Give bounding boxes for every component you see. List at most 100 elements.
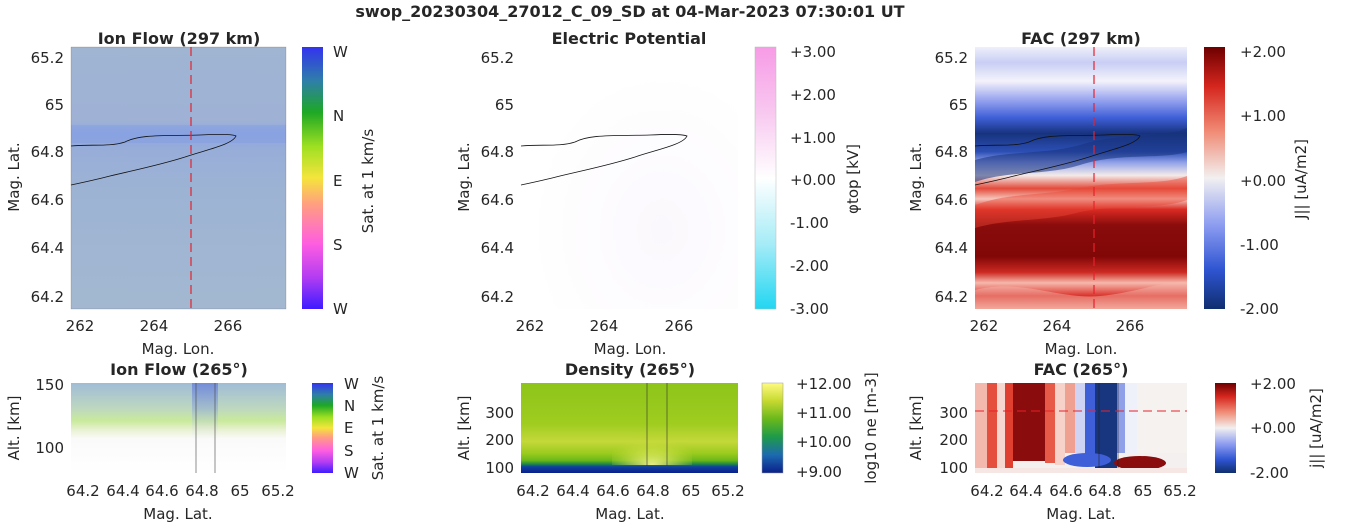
tick-label: 64.2 [516, 482, 549, 500]
x-ticks: 262 264 266 [516, 317, 694, 335]
tick-label: +1.00 [790, 129, 836, 147]
tick-label: 65.2 [481, 49, 514, 67]
y-axis-label: Alt. [km] [907, 396, 925, 461]
panel-fac-265: FAC (265°) 300 200 100 [907, 360, 1325, 523]
figure-title: swop_20230304_27012_C_09_SD at 04-Mar-20… [355, 2, 904, 21]
x-axis-label: Mag. Lon. [142, 340, 215, 358]
tick-label: -1.00 [790, 214, 829, 232]
y-axis-label: Mag. Lat. [5, 142, 23, 211]
tick-label: 64.6 [935, 191, 968, 209]
panel-title: Ion Flow (297 km) [98, 29, 261, 48]
panel-ion-flow-297: Ion Flow (297 km) 65.2 65 64.8 64.6 64.4… [5, 29, 377, 358]
colorbar [1215, 383, 1236, 473]
colorbar [754, 46, 777, 310]
x-axis-label: Mag. Lat. [143, 505, 212, 523]
y-ticks: 150 100 [35, 376, 64, 457]
tick-label: 64.2 [970, 482, 1003, 500]
colorbar-ticks: +3.00 +2.00 +1.00 +0.00 -1.00 -2.00 -3.0… [790, 43, 836, 318]
tick-label: 266 [214, 317, 243, 335]
colorbar-ticks: W N E S W [344, 375, 359, 482]
colorbar-ticks: +12.00 +11.00 +10.00 +9.00 [796, 375, 852, 481]
tick-label: +11.00 [796, 404, 852, 422]
tick-label: 65.2 [31, 49, 64, 67]
tick-label: 64.2 [481, 288, 514, 306]
x-ticks: 64.2 64.4 64.6 64.8 65 65.2 [66, 482, 294, 500]
tick-label: 64.6 [145, 482, 178, 500]
tick-label: W [333, 43, 348, 61]
tick-label: E [344, 419, 353, 437]
tick-label: 64.8 [636, 482, 669, 500]
colorbar [302, 47, 323, 309]
x-axis-label: Mag. Lat. [1046, 505, 1115, 523]
tick-label: +0.00 [790, 171, 836, 189]
panel-title: FAC (297 km) [1021, 29, 1141, 48]
tick-label: 64.6 [481, 191, 514, 209]
tick-label: 65.2 [1163, 482, 1196, 500]
colorbar-label: J|| [uA/m2] [1292, 139, 1310, 220]
boundary-contour [520, 133, 688, 186]
tick-label: E [333, 172, 342, 190]
tick-label: 264 [1043, 317, 1072, 335]
tick-label: 65 [230, 482, 249, 500]
panel-title: Electric Potential [552, 29, 707, 48]
tick-label: +0.00 [1250, 419, 1296, 437]
tick-label: 200 [485, 431, 514, 449]
tick-label: 65 [681, 482, 700, 500]
tick-label: 65.2 [711, 482, 744, 500]
y-ticks: 65.2 65 64.8 64.6 64.4 64.2 [31, 49, 64, 306]
tick-label: +2.00 [1240, 43, 1286, 61]
tick-label: 65 [1133, 482, 1152, 500]
boundary-contour [974, 133, 1141, 186]
tick-label: 300 [485, 404, 514, 422]
colorbar-label: Sat. at 1 km/s [369, 376, 387, 481]
y-axis-label: Mag. Lat. [907, 142, 925, 211]
tick-label: 65 [45, 96, 64, 114]
y-ticks: 65.2 65 64.8 64.6 64.4 64.2 [935, 49, 968, 306]
tick-label: 64.8 [935, 143, 968, 161]
tick-label: 64.6 [596, 482, 629, 500]
tick-label: +2.00 [1250, 375, 1296, 393]
y-ticks: 300 200 100 [939, 404, 968, 477]
x-axis-label: Mag. Lon. [1045, 340, 1118, 358]
colorbar-label: log10 ne [m-3] [862, 372, 880, 484]
tick-label: 100 [485, 459, 514, 477]
tick-label: 266 [1116, 317, 1145, 335]
tick-label: 64.6 [1049, 482, 1082, 500]
y-axis-label: Alt. [km] [455, 396, 473, 461]
tick-label: 262 [516, 317, 545, 335]
panel-title: Ion Flow (265°) [110, 360, 248, 379]
colorbar-label: φtop [kV] [844, 144, 862, 214]
tick-label: S [344, 442, 354, 460]
tick-label: 64.2 [31, 288, 64, 306]
tick-label: 65 [495, 96, 514, 114]
tick-label: 64.2 [66, 482, 99, 500]
tick-label: W [344, 464, 359, 482]
panel-title: FAC (265°) [1034, 360, 1129, 379]
tick-label: -2.00 [1250, 464, 1289, 482]
tick-label: 262 [66, 317, 95, 335]
y-ticks: 300 200 100 [485, 404, 514, 477]
heatmap-electric-potential [521, 47, 738, 309]
colorbar [312, 383, 333, 473]
heatmap-ion-flow-297 [71, 47, 286, 309]
colorbar [1204, 47, 1225, 309]
tick-label: 64.4 [481, 239, 514, 257]
tick-label: 150 [35, 376, 64, 394]
tick-label: 200 [939, 431, 968, 449]
tick-label: +2.00 [790, 86, 836, 104]
y-axis-label: Alt. [km] [5, 396, 23, 461]
tick-label: 264 [590, 317, 619, 335]
tick-label: W [344, 375, 359, 393]
tick-label: 64.4 [935, 239, 968, 257]
tick-label: 64.4 [106, 482, 139, 500]
tick-label: 64.6 [31, 191, 64, 209]
tick-label: 65 [949, 96, 968, 114]
tick-label: 64.8 [185, 482, 218, 500]
tick-label: 64.2 [935, 288, 968, 306]
tick-label: 64.8 [31, 143, 64, 161]
tick-label: 100 [939, 459, 968, 477]
tick-label: 262 [970, 317, 999, 335]
tick-label: W [333, 300, 348, 318]
x-ticks: 64.2 64.4 64.6 64.8 65 65.2 [516, 482, 744, 500]
